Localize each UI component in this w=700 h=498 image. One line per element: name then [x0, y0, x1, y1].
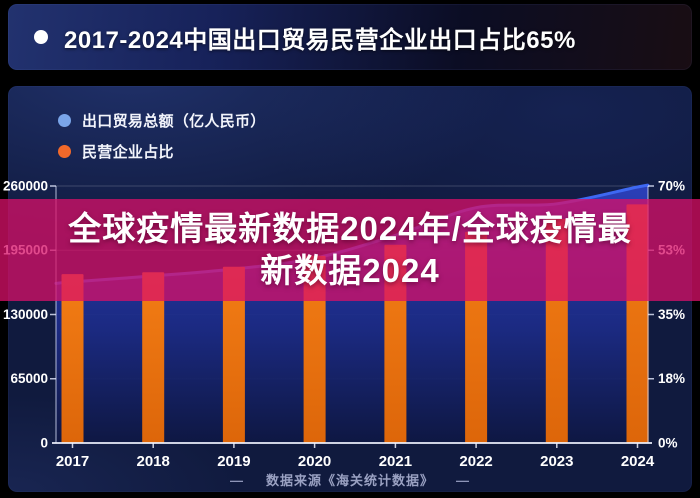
- x-label-2023: 2023: [540, 453, 573, 470]
- x-label-2022: 2022: [459, 453, 492, 470]
- watermark-overlay-band: 全球疫情最新数据2024年/全球疫情最 新数据2024: [0, 199, 700, 301]
- footer-dash-left: —: [230, 473, 244, 488]
- infographic-stage: 2017-2024中国出口贸易民营企业出口占比65% 出口贸易总额（亿人民币）民…: [0, 0, 700, 498]
- y-left-tick-1: 65000: [10, 371, 48, 386]
- y-left-tick-4: 260000: [3, 179, 48, 194]
- y-right-tick-0: 0%: [658, 436, 678, 451]
- y-right-tick-1: 18%: [658, 371, 685, 386]
- y-left-tick-0: 0: [40, 436, 48, 451]
- x-label-2019: 2019: [217, 453, 250, 470]
- x-label-2018: 2018: [137, 453, 170, 470]
- x-label-2021: 2021: [379, 453, 412, 470]
- watermark-title-line-1: 全球疫情最新数据2024年/全球疫情最: [68, 208, 632, 250]
- y-right-tick-2: 35%: [658, 307, 685, 322]
- y-right-tick-4: 70%: [658, 179, 685, 194]
- watermark-title-line-2: 新数据2024: [260, 250, 439, 292]
- x-label-2024: 2024: [621, 453, 655, 470]
- x-label-2017: 2017: [56, 453, 89, 470]
- footer-dash-right: —: [456, 473, 470, 488]
- x-label-2020: 2020: [298, 453, 331, 470]
- data-source-text: 数据来源《海关统计数据》: [266, 473, 434, 488]
- y-left-tick-2: 130000: [3, 307, 48, 322]
- data-source-footer: — 数据来源《海关统计数据》 —: [0, 470, 700, 489]
- x-axis-labels: 2017 2018 2019 2020 2021 2022 2023 2024: [56, 443, 655, 470]
